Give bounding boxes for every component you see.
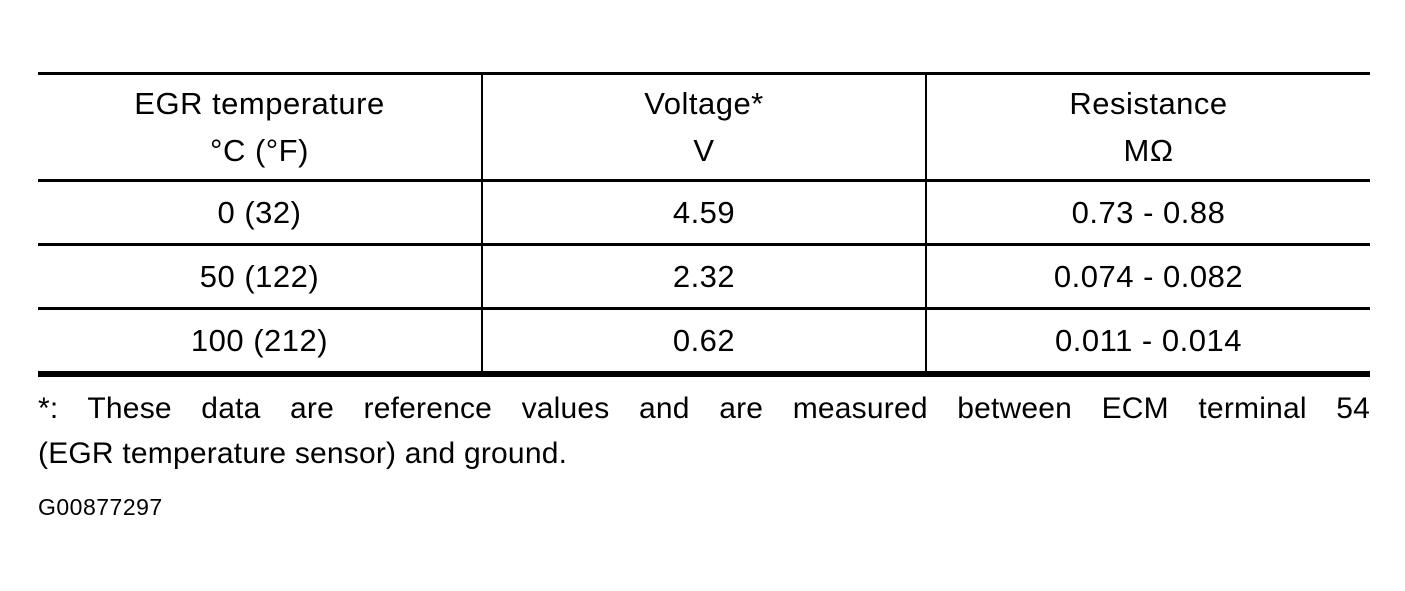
col-header-egr-temperature-unit: °C (°F) xyxy=(210,133,309,168)
cell-temperature: 50 (122) xyxy=(38,244,482,310)
col-header-resistance-unit: MΩ xyxy=(1123,133,1174,168)
cell-resistance: 0.73 - 0.88 xyxy=(925,180,1370,246)
header-row: EGR temperature °C (°F) Voltage* V Resis… xyxy=(38,73,1370,182)
col-header-resistance-label: Resistance xyxy=(1069,86,1228,121)
col-header-voltage-unit: V xyxy=(693,133,715,168)
cell-temperature: 0 (32) xyxy=(38,180,482,246)
cell-resistance: 0.011 - 0.014 xyxy=(925,308,1370,374)
cell-voltage: 0.62 xyxy=(481,308,926,374)
table-row: 0 (32) 4.59 0.73 - 0.88 xyxy=(38,180,1370,246)
cell-resistance: 0.074 - 0.082 xyxy=(925,244,1370,310)
cell-temperature: 100 (212) xyxy=(190,322,329,358)
cell-voltage: 4.59 xyxy=(481,180,926,246)
col-header-resistance: Resistance MΩ xyxy=(925,73,1370,182)
col-header-egr-temperature: EGR temperature °C (°F) xyxy=(38,73,482,182)
table-row: 100 (212) 0.62 0.011 - 0.014 xyxy=(38,308,1370,374)
table-row: 50 (122) 2.32 0.074 - 0.082 xyxy=(38,244,1370,310)
col-header-egr-temperature-label: EGR temperature xyxy=(134,86,385,121)
col-header-voltage: Voltage* V xyxy=(481,73,926,182)
footnote: *: These data are reference values and a… xyxy=(38,386,1370,476)
cell-voltage: 2.32 xyxy=(481,244,926,310)
col-header-voltage-label: Voltage* xyxy=(644,86,764,121)
footnote-line-1: *: These data are reference values and a… xyxy=(38,392,1370,425)
footnote-line-2: (EGR temperature sensor) and ground. xyxy=(38,437,568,470)
figure-id: G00877297 xyxy=(38,494,163,520)
egr-temperature-spec-table: EGR temperature °C (°F) Voltage* V Resis… xyxy=(38,72,1370,377)
